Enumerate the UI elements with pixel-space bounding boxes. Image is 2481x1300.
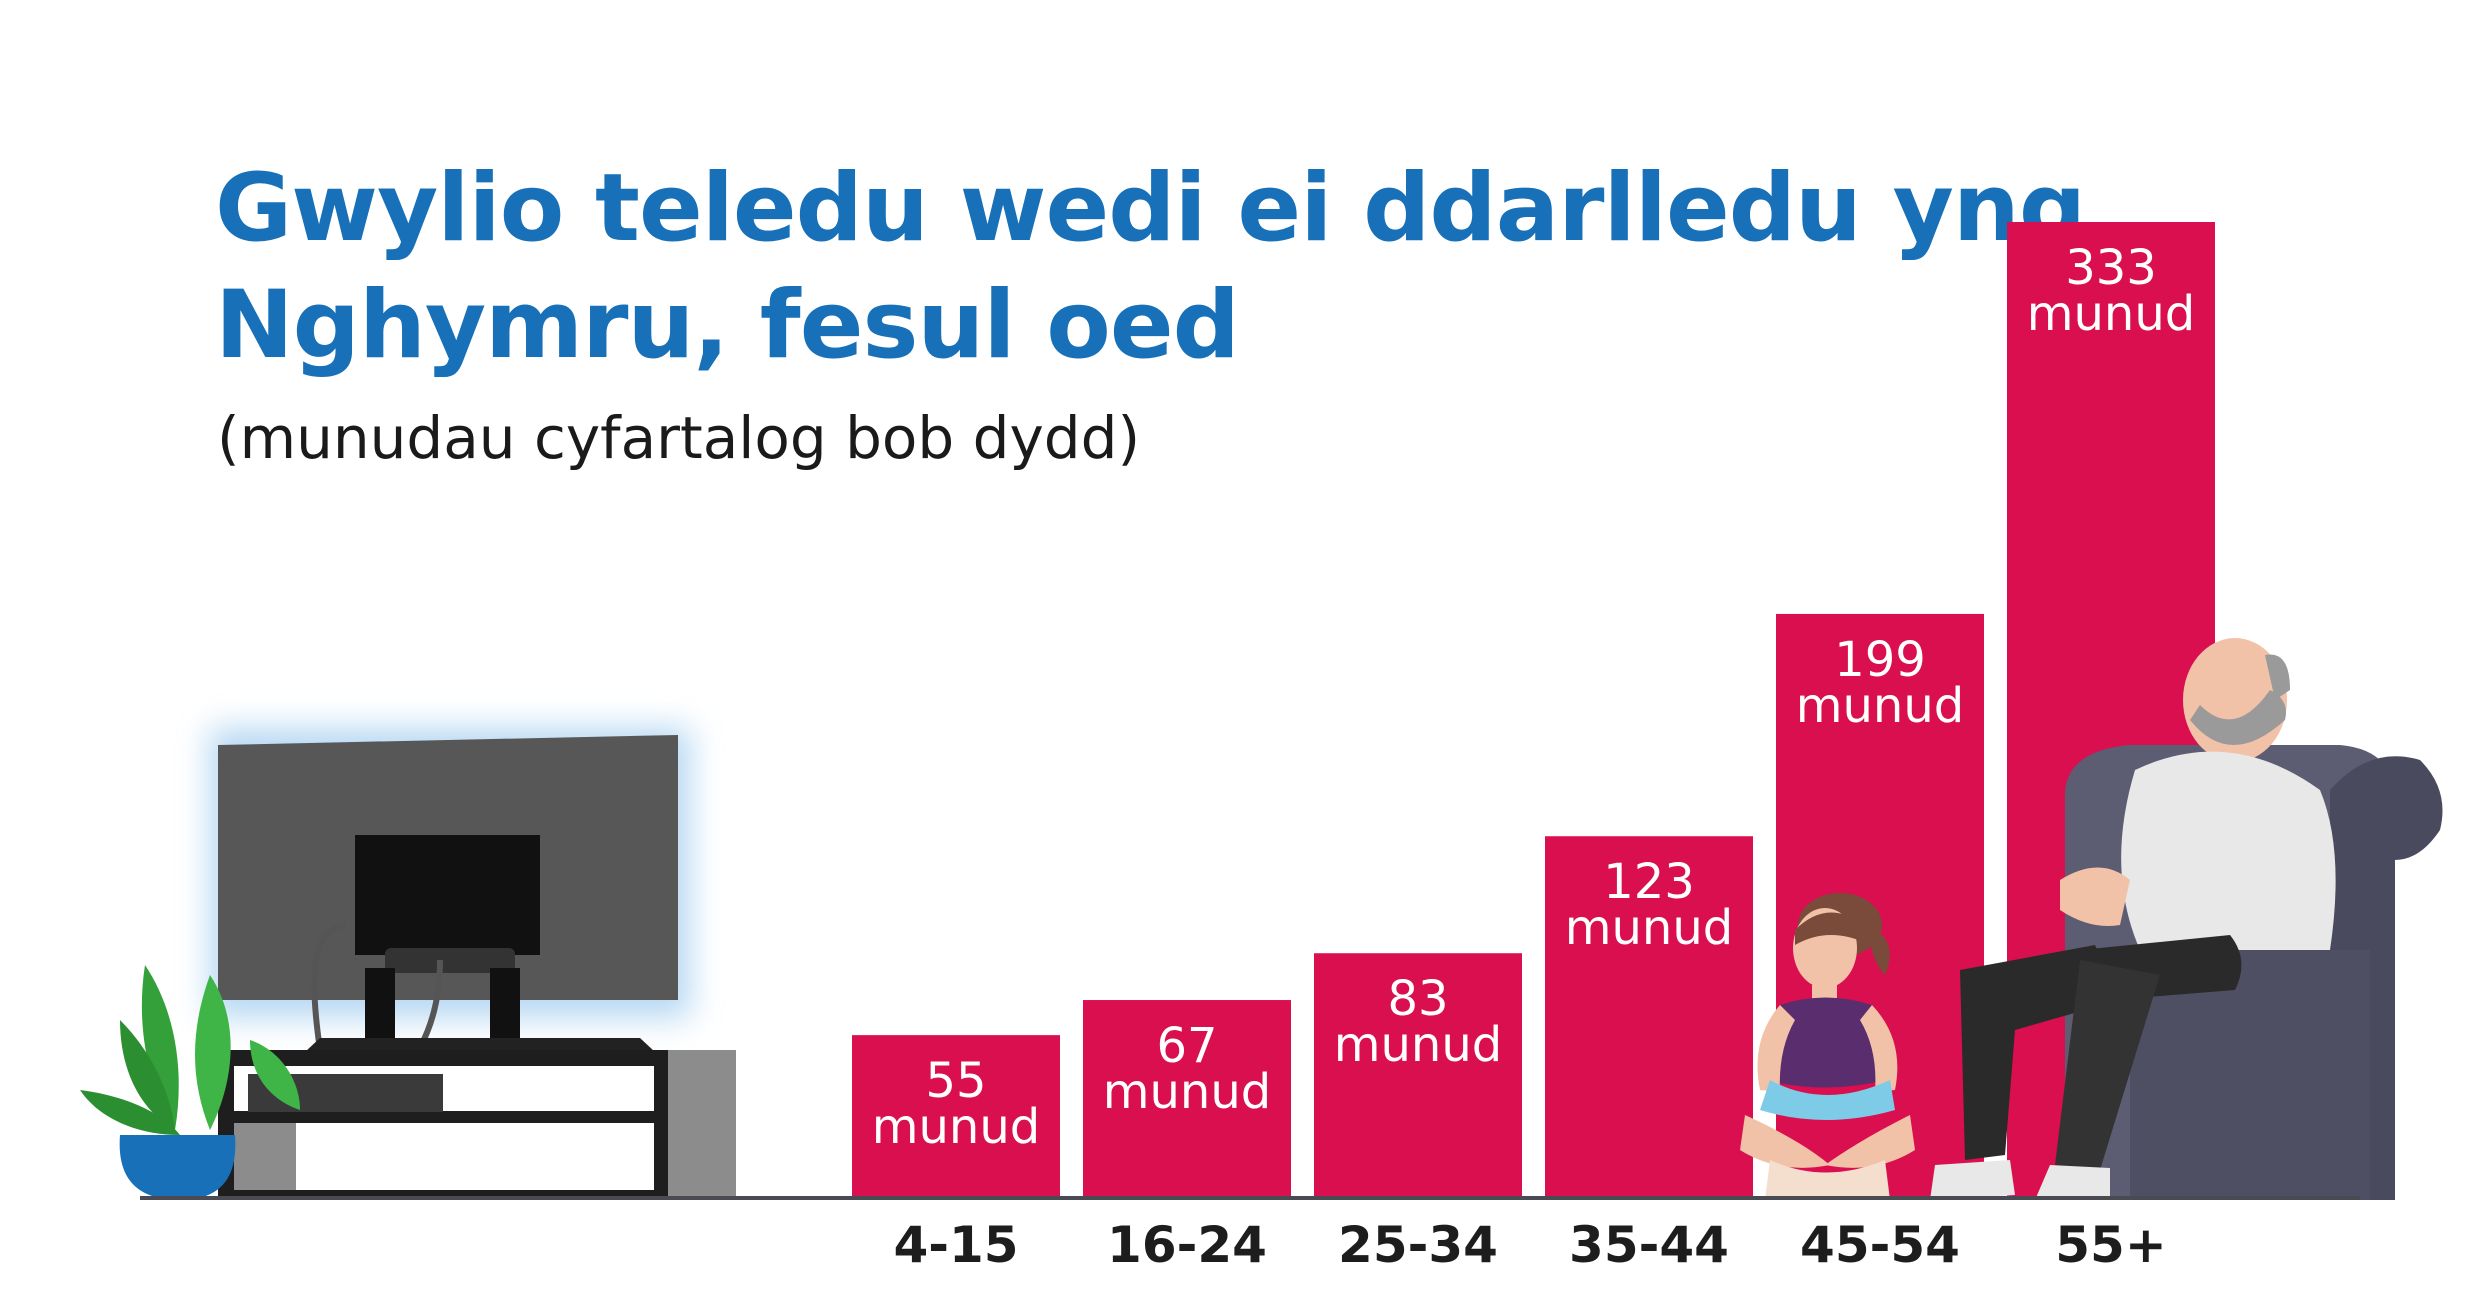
bar-4-15 [852, 1035, 1060, 1196]
plant-illustration [80, 965, 300, 1200]
girl-illustration [1740, 893, 1915, 1200]
man-armchair-illustration [1930, 638, 2443, 1200]
bar-25-34 [1314, 953, 1522, 1196]
x-tick-16-24: 16-24 [1107, 1216, 1267, 1274]
x-tick-35-44: 35-44 [1569, 1216, 1729, 1274]
unit-label-16-24: munud [1103, 1064, 1272, 1120]
value-label-4-15: 55 [925, 1053, 986, 1109]
bar-35-44 [1545, 836, 1753, 1196]
value-label-55+: 333 [2065, 240, 2157, 296]
value-label-group: 55munud67munud83munud123munud199munud333… [872, 240, 2196, 1155]
x-tick-4-15: 4-15 [893, 1216, 1018, 1274]
x-axis-line [140, 1196, 2360, 1200]
tv-illustration [210, 728, 736, 1200]
unit-label-55+: munud [2027, 286, 2196, 342]
x-tick-group: 4-15 16-24 25-34 35-44 45-54 55+ [893, 1216, 2166, 1274]
value-label-16-24: 67 [1156, 1018, 1217, 1074]
value-label-25-34: 83 [1387, 971, 1448, 1027]
chart-title: Gwylio teledu wedi ei ddarlledu yng Nghy… [215, 154, 2086, 380]
value-label-35-44: 123 [1603, 854, 1695, 910]
x-tick-45-54: 45-54 [1800, 1216, 1960, 1274]
chart-subtitle: (munudau cyfartalog bob dydd) [217, 404, 1141, 472]
bar-16-24 [1083, 1000, 1291, 1196]
value-label-45-54: 199 [1834, 632, 1926, 688]
unit-label-4-15: munud [872, 1099, 1041, 1155]
x-tick-55+: 55+ [2055, 1216, 2166, 1274]
unit-label-45-54: munud [1796, 678, 1965, 734]
unit-label-25-34: munud [1334, 1017, 1503, 1073]
unit-label-35-44: munud [1565, 900, 1734, 956]
x-tick-25-34: 25-34 [1338, 1216, 1498, 1274]
